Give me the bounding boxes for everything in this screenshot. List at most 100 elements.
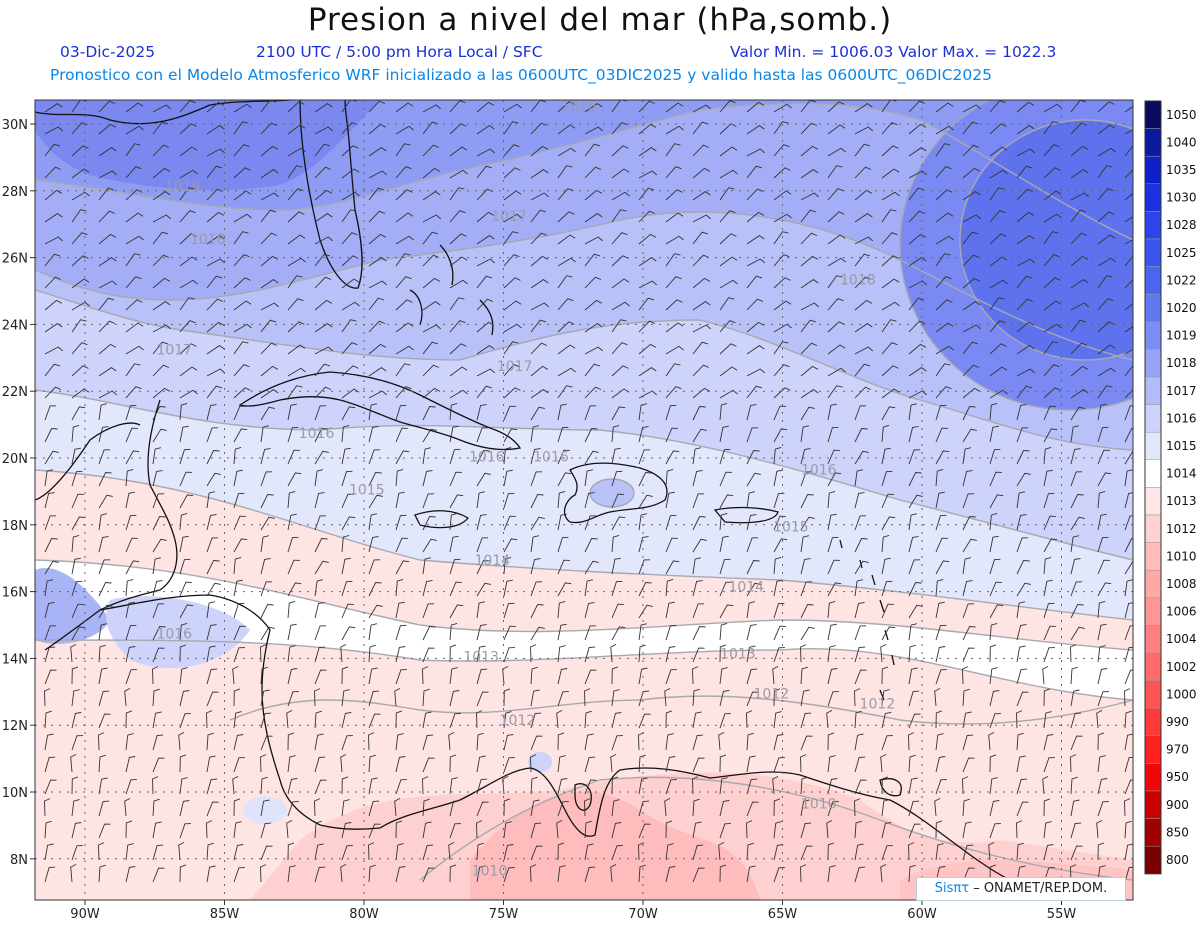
wind-barb [71,342,88,355]
wind-barb [44,276,62,289]
wind-barb [530,558,541,575]
wind-barb [557,367,576,377]
wind-barb [719,535,729,553]
wind-barb [638,472,652,487]
wind-barb [692,254,710,267]
wind-barb [206,755,216,773]
wind-barb [287,623,297,641]
wind-barb [124,687,131,707]
wind-barb [989,471,1002,487]
wind-barb [98,403,108,421]
colorbar-label: 1008 [1166,577,1197,591]
wind-barb [179,667,188,685]
wind-barb [854,579,864,597]
wind-barb [422,757,435,773]
wind-barb [422,626,436,641]
wind-barb [476,101,495,113]
wind-barb [881,776,889,795]
wind-barb [449,754,457,773]
wind-barb [665,322,684,333]
wind-barb [1124,820,1132,839]
wind-barb [665,491,675,509]
isobar-label: 1016 [469,449,505,465]
wind-barb [233,231,249,245]
wind-barb [827,188,844,201]
wind-barb [260,342,278,355]
wind-barb [1097,124,1116,135]
colorbar-swatch [1144,293,1162,323]
wind-barb [773,625,786,641]
colorbar-label: 1012 [1166,522,1197,536]
wind-barb [719,864,727,883]
wind-barb [206,801,219,817]
wind-barb [395,386,412,399]
wind-barb [422,341,439,355]
wind-barb [854,299,873,311]
wind-barb [773,103,792,113]
wind-barb [44,492,55,509]
wind-barb [125,102,144,113]
wind-barb [1070,712,1082,729]
wind-barb [746,472,761,487]
wind-barb [1124,733,1133,751]
wind-barb [530,319,547,333]
wind-barb [1070,471,1083,487]
wind-barb [98,170,117,179]
wind-barb [854,213,873,223]
wind-barb [557,124,576,135]
wind-barb [692,428,707,443]
wind-barb [1043,323,1062,333]
wind-barb [584,213,603,223]
wind-barb [530,342,548,355]
wind-barb [962,231,979,245]
wind-barb [1070,122,1088,135]
wind-barb [368,644,376,663]
wind-barb [233,798,241,817]
isobar-label: 1018 [190,232,226,248]
wind-barb [503,469,513,487]
wind-barb [341,799,350,817]
wind-barb [854,346,873,355]
wind-barb [179,800,190,817]
wind-barb [476,148,495,157]
coastlines [35,100,1011,881]
wind-barb [314,276,332,289]
wind-barb [746,211,765,223]
wind-barb [1043,602,1055,619]
wind-barb [800,689,810,707]
colorbar-swatch [1144,238,1162,267]
wind-barb [719,823,731,839]
wind-barb [287,188,304,201]
wind-barb [935,386,952,399]
lat-label: 26N [2,252,28,267]
colorbar-label: 1035 [1166,163,1197,177]
wind-barb [260,558,271,575]
wind-barb [692,603,705,619]
colorbar-swatch [1144,597,1162,626]
wind-barb [314,688,321,707]
wind-barb [584,688,591,707]
wind-barb [287,298,304,311]
wind-barb [1124,515,1133,531]
wind-barb [179,622,188,641]
wind-barb [854,733,864,751]
wind-barb [935,514,947,531]
lon-label: 85W [210,907,240,922]
isobar-label: 1016 [801,463,837,479]
wind-barb [800,448,811,465]
wind-barb [638,667,648,685]
wind-barb [44,346,63,355]
wind-barb [206,472,221,487]
wind-barb [503,867,515,883]
wind-barb [341,666,349,685]
colorbar-label: 800 [1166,853,1189,867]
wind-barb [179,690,190,707]
wind-barb [854,450,869,465]
wind-barb [989,713,1001,729]
wind-barb [368,233,387,245]
wind-barb [152,144,170,157]
lat-label: 10N [2,786,28,801]
wind-barb [368,536,379,553]
wind-barb [800,558,811,575]
wind-barb [692,387,711,399]
